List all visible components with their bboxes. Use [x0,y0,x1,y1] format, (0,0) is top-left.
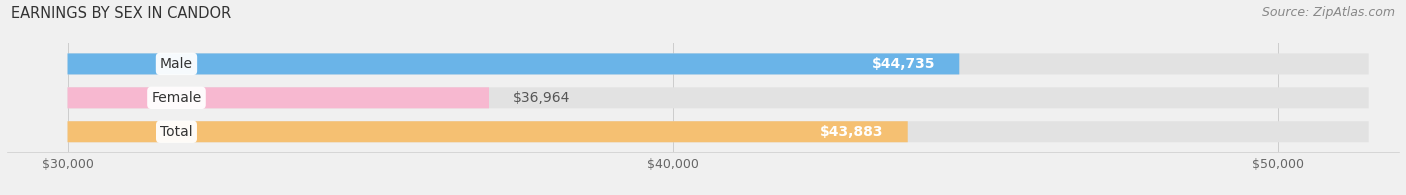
FancyBboxPatch shape [67,121,908,142]
FancyBboxPatch shape [67,87,1368,108]
FancyBboxPatch shape [67,53,959,74]
Text: Male: Male [160,57,193,71]
Text: $36,964: $36,964 [513,91,571,105]
Text: $43,883: $43,883 [820,125,883,139]
Text: $44,735: $44,735 [872,57,935,71]
FancyBboxPatch shape [67,53,1368,74]
FancyBboxPatch shape [67,121,1368,142]
Text: Total: Total [160,125,193,139]
FancyBboxPatch shape [67,87,489,108]
Text: Source: ZipAtlas.com: Source: ZipAtlas.com [1261,6,1395,19]
Text: EARNINGS BY SEX IN CANDOR: EARNINGS BY SEX IN CANDOR [11,6,232,21]
Text: Female: Female [152,91,201,105]
